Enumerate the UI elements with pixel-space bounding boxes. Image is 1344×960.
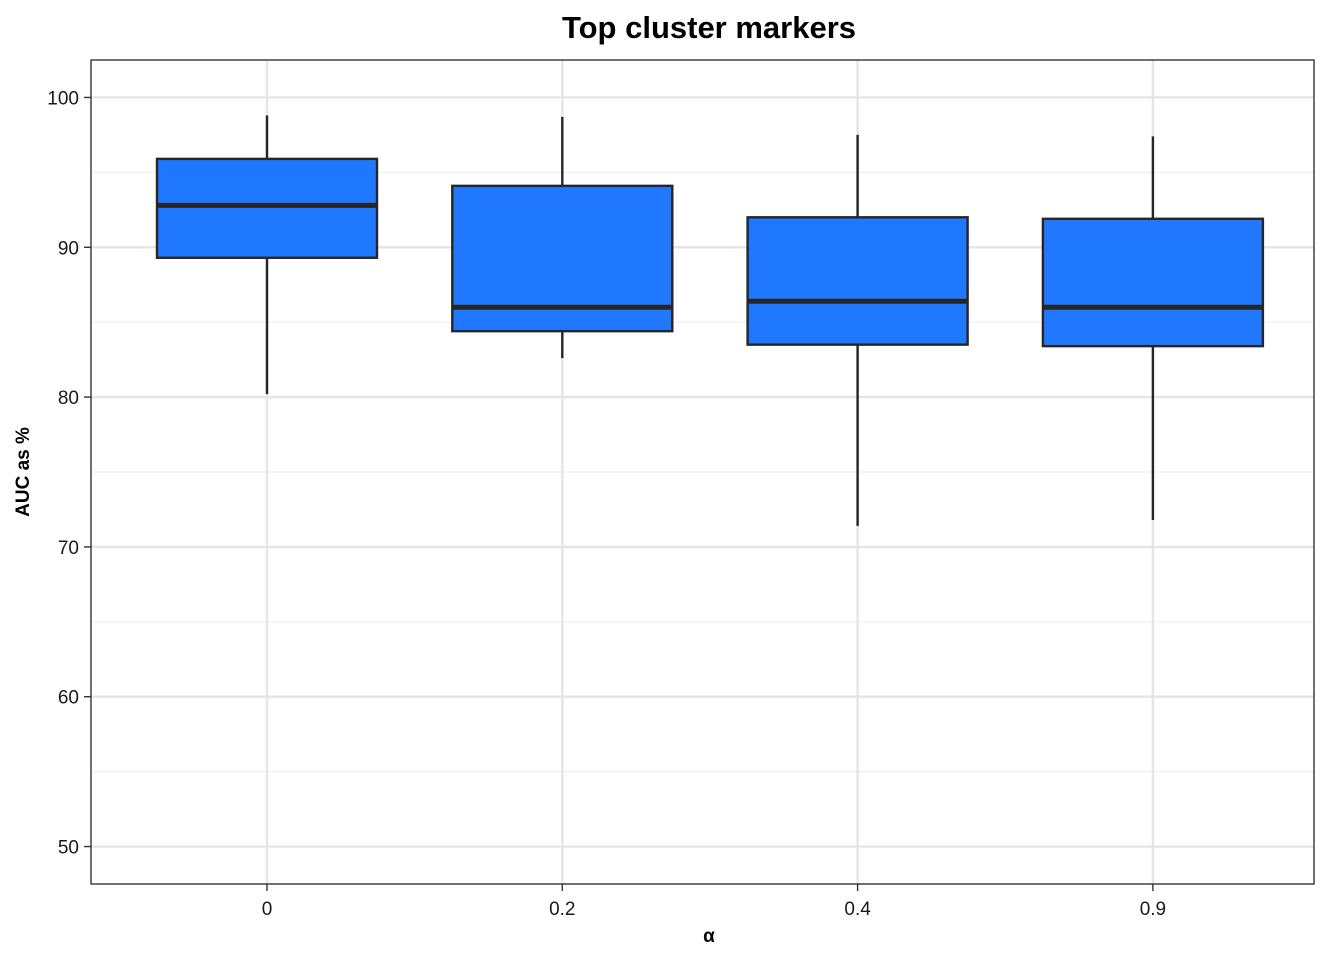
box-group bbox=[155, 115, 379, 395]
y-tick-label: 70 bbox=[58, 538, 79, 559]
box-group bbox=[1041, 136, 1265, 520]
chart-title: Top cluster markers bbox=[562, 10, 856, 45]
x-tick-label: 0 bbox=[262, 899, 273, 920]
box bbox=[155, 157, 379, 259]
y-axis-title: AUC as % bbox=[13, 427, 34, 517]
x-tick-label: 0.2 bbox=[549, 899, 575, 920]
box bbox=[746, 216, 969, 346]
box-group bbox=[746, 134, 969, 526]
x-tick-label: 0.9 bbox=[1140, 899, 1166, 920]
panel-border bbox=[90, 59, 1315, 885]
y-tick-label: 100 bbox=[47, 88, 79, 109]
y-tick-label: 60 bbox=[58, 688, 79, 709]
y-tick-label: 80 bbox=[58, 388, 79, 409]
x-tick-label: 0.4 bbox=[844, 899, 871, 920]
y-tick-label: 50 bbox=[58, 838, 79, 859]
axis-layer: 50 60 70 80 90 100 0 0.2 0.4 0.9 bbox=[47, 88, 1166, 920]
box bbox=[1041, 217, 1265, 348]
x-axis-title: α bbox=[703, 926, 715, 947]
box-layer bbox=[155, 115, 1265, 526]
box-group bbox=[451, 116, 674, 359]
y-tick-label: 90 bbox=[58, 238, 79, 259]
